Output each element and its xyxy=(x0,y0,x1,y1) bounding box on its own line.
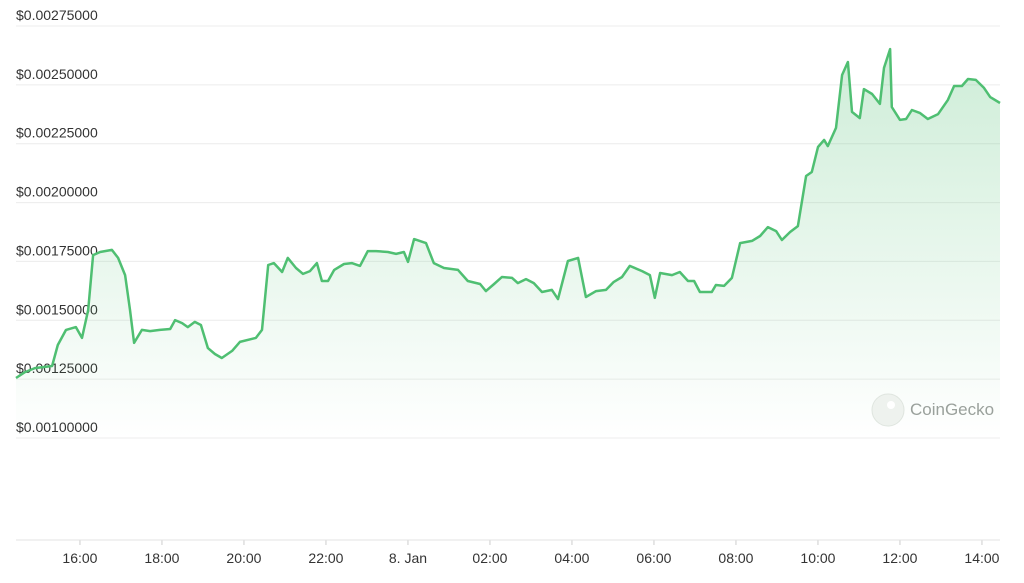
y-tick-label: $0.00200000 xyxy=(16,184,98,200)
y-tick-label: $0.00150000 xyxy=(16,301,98,317)
y-tick-label: $0.00225000 xyxy=(16,125,98,141)
x-tick-label: 8. Jan xyxy=(389,550,427,566)
x-tick-label: 12:00 xyxy=(882,550,917,566)
x-tick-label: 14:00 xyxy=(964,550,999,566)
x-tick-label: 04:00 xyxy=(554,550,589,566)
x-tick-label: 18:00 xyxy=(144,550,179,566)
x-tick-label: 02:00 xyxy=(472,550,507,566)
x-tick-label: 08:00 xyxy=(718,550,753,566)
watermark-text: CoinGecko xyxy=(910,400,994,419)
watermark-logo xyxy=(871,393,905,427)
watermark-logo-eye xyxy=(887,401,895,409)
x-tick-label: 20:00 xyxy=(226,550,261,566)
watermark: CoinGecko xyxy=(871,393,994,427)
axes: $0.00100000$0.00125000$0.00150000$0.0017… xyxy=(15,7,1001,566)
y-tick-label: $0.00175000 xyxy=(16,242,98,258)
x-tick-label: 06:00 xyxy=(636,550,671,566)
x-tick-label: 22:00 xyxy=(308,550,343,566)
y-tick-label: $0.00250000 xyxy=(16,66,98,82)
x-tick-label: 16:00 xyxy=(62,550,97,566)
y-tick-label: $0.00275000 xyxy=(16,7,98,23)
x-tick-label: 10:00 xyxy=(800,550,835,566)
price-line xyxy=(15,47,1001,380)
price-area xyxy=(16,49,1000,438)
